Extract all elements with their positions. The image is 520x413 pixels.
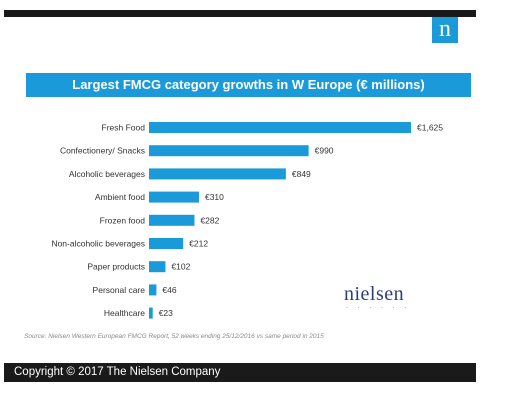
category-label: Non-alcoholic beverages [51,239,145,249]
nielsen-wordmark: nielsen [344,283,405,305]
value-label: €23 [159,308,173,318]
bar [149,191,199,203]
bar [149,261,166,273]
category-label: Confectionery/ Snacks [60,146,145,156]
bar [149,214,195,226]
bar [149,122,411,133]
category-label: Paper products [87,262,145,272]
bar [149,145,309,157]
bar [149,238,184,249]
nielsen-logo-icon: n [432,17,458,43]
chart-title: Largest FMCG category growths in W Europ… [26,73,471,97]
top-bar [4,10,476,17]
value-label: €310 [205,192,224,202]
value-label: €990 [315,146,334,156]
category-label: Fresh Food [102,123,146,133]
category-label: Ambient food [95,192,145,202]
copyright-text: Copyright © 2017 The Nielsen Company [14,366,221,378]
value-label: €46 [162,285,176,295]
category-label: Alcoholic beverages [69,169,145,179]
value-label: €102 [171,262,190,272]
wordmark-dots: · · · · · · [346,305,411,311]
value-label: €849 [292,169,311,179]
value-label: €282 [200,215,219,225]
category-label: Personal care [93,285,146,295]
bar [149,168,286,180]
value-label: €1,625 [417,123,443,133]
bar [149,307,153,319]
category-label: Healthcare [104,308,145,318]
source-note: Source: Nielsen Western European FMCG Re… [24,333,324,340]
bar [149,284,157,296]
footer-bar: Copyright © 2017 The Nielsen Company [4,363,476,382]
value-label: €212 [189,239,208,249]
category-label: Frozen food [100,215,146,225]
